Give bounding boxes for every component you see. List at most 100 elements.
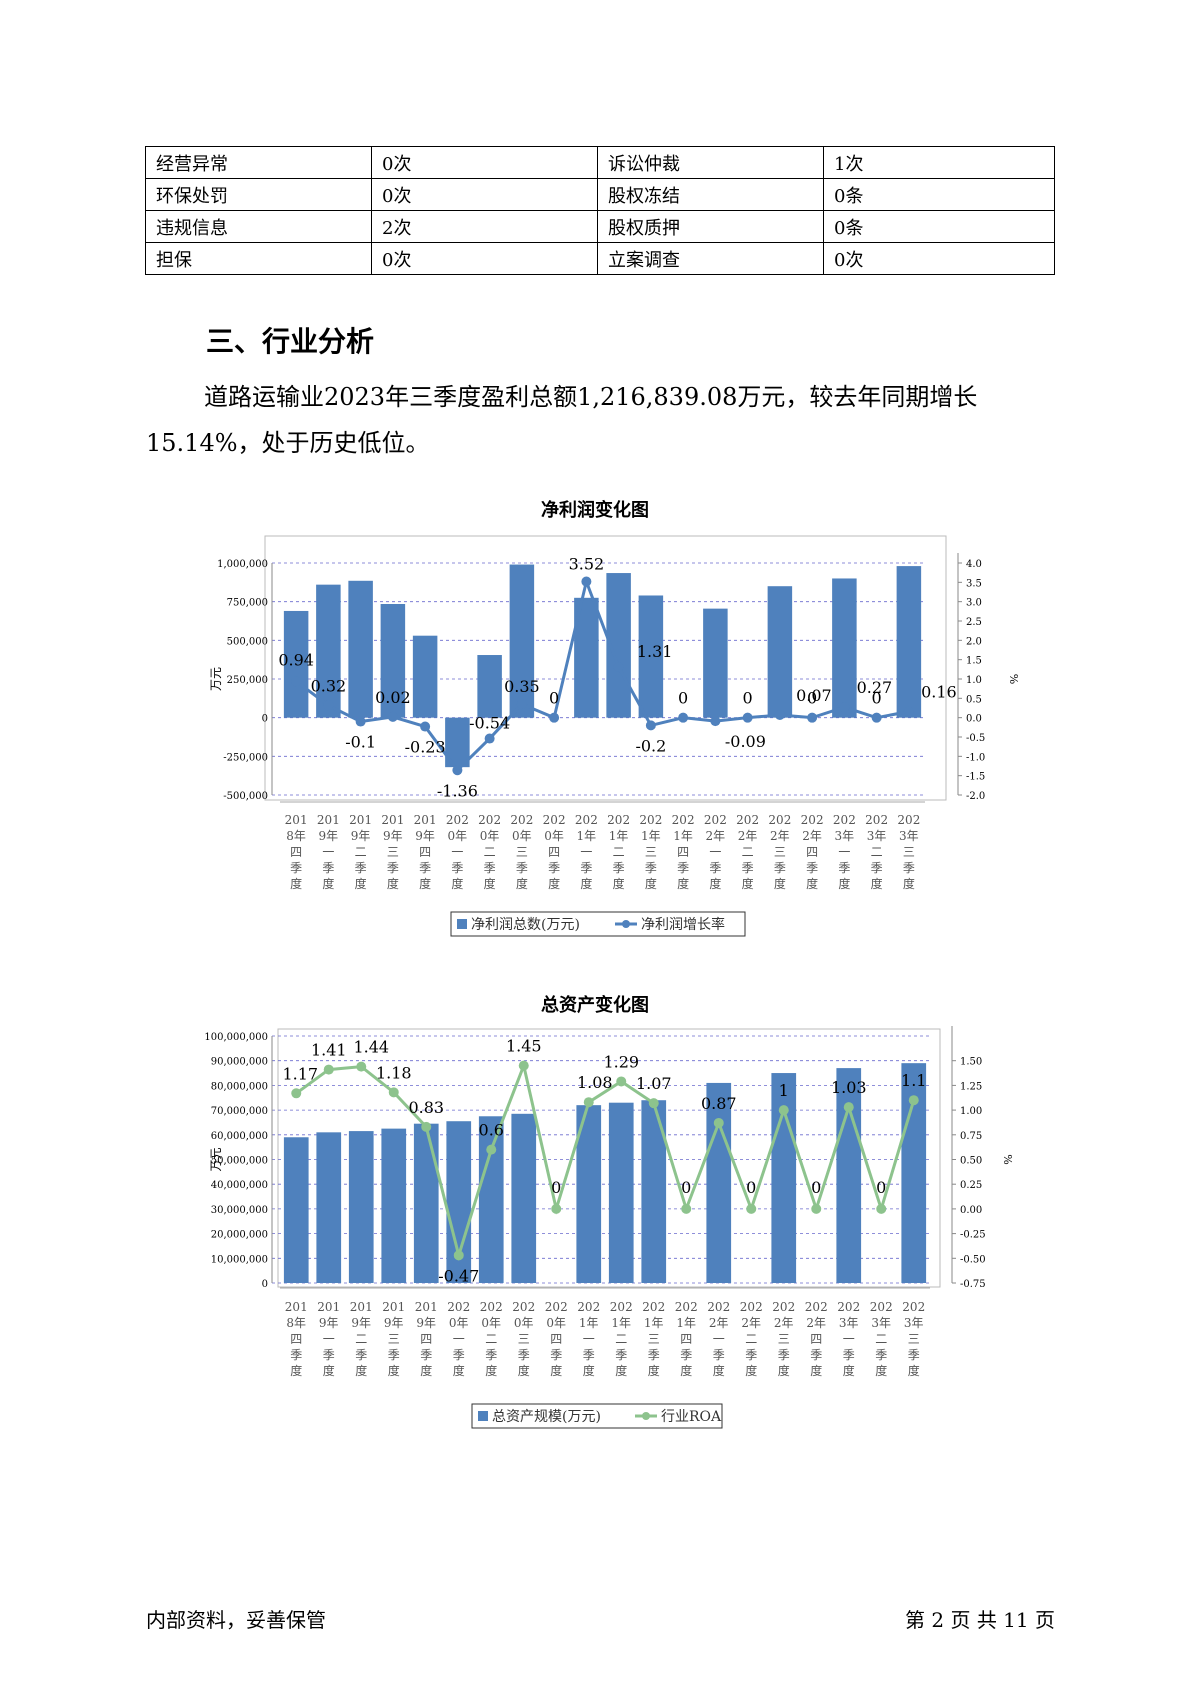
series-line [295, 576, 910, 773]
bar [477, 655, 502, 718]
series-point [486, 1144, 497, 1155]
x-tick-label: 201 9年三季度 [382, 1300, 405, 1378]
data-label: 1.08 [577, 1073, 613, 1092]
y-tick-label: 70,000,000 [211, 1106, 268, 1117]
data-label: -0.47 [438, 1266, 479, 1285]
y-tick-label: 30,000,000 [211, 1205, 268, 1216]
series-point [616, 1076, 627, 1087]
x-tick-label: 202 0年三季度 [510, 813, 533, 891]
data-label: 0 [876, 1178, 886, 1197]
table-cell-value: 0次 [823, 242, 1055, 275]
data-label: 0.94 [278, 650, 314, 669]
y2-tick-label: -1.5 [966, 772, 985, 783]
table-cell-label: 担保 [145, 242, 372, 275]
series-point [903, 706, 914, 717]
series-point [388, 1087, 399, 1098]
series-point [807, 712, 818, 723]
y2-tick-label: -2.0 [966, 791, 985, 802]
x-tick-label: 201 8年四季度 [285, 1300, 308, 1378]
legend-bar-swatch [478, 1411, 488, 1421]
data-label: -0.54 [469, 714, 510, 733]
x-tick-label: 202 2年一季度 [707, 1300, 730, 1378]
table-row: 环保处罚 0次 股权冻结 0条 [145, 178, 1055, 211]
x-tick-label: 201 8年四季度 [285, 813, 308, 891]
industry-analysis-paragraph: 道路运输业2023年三季度盈利总额1,216,839.08万元，较去年同期增长1… [146, 383, 978, 457]
bar [316, 1132, 342, 1283]
y2-tick-label: 2.5 [966, 617, 982, 628]
x-tick-label: 202 3年三季度 [897, 813, 920, 891]
y2-tick-label: 0.00 [960, 1205, 982, 1216]
plot-frame [264, 535, 947, 801]
series-point [452, 765, 463, 776]
series-point [355, 716, 366, 727]
x-tick-label: 202 1年四季度 [672, 813, 695, 891]
data-label: 0.83 [408, 1098, 444, 1117]
y-tick-label: 750,000 [227, 598, 268, 609]
y2-tick-label: 1.50 [960, 1057, 982, 1068]
table-cell-value: 0次 [371, 242, 598, 275]
series-point [774, 709, 785, 720]
legend-bar-label: 总资产规模(万元) [492, 1409, 601, 1425]
y2-tick-label: -0.25 [960, 1230, 986, 1241]
x-tick-label: 201 9年一季度 [317, 1300, 340, 1378]
y-tick-label: -500,000 [223, 791, 268, 802]
x-tick-label: 202 0年一季度 [447, 1300, 470, 1378]
y2-axis-label: % [1001, 1154, 1014, 1164]
table-cell-value: 0条 [823, 178, 1055, 211]
x-tick-label: 202 3年一季度 [833, 813, 856, 891]
series-point [291, 676, 302, 687]
y-tick-label: 60,000,000 [211, 1131, 268, 1142]
bar [380, 603, 406, 718]
data-label: 0.32 [311, 676, 347, 695]
data-label: 0.6 [479, 1121, 504, 1140]
data-label: 0 [807, 689, 817, 708]
table-cell-label: 违规信息 [145, 210, 372, 243]
series-point [420, 721, 431, 732]
series-point [583, 1097, 594, 1108]
x-tick-label: 202 0年四季度 [543, 813, 566, 891]
y2-tick-label: 1.00 [960, 1106, 982, 1117]
legend-box [450, 911, 746, 937]
bar [283, 610, 309, 718]
series-point [516, 699, 527, 710]
data-label: -0.09 [725, 732, 766, 751]
data-label: 0 [678, 689, 688, 708]
x-tick-label: 202 0年二季度 [480, 1300, 503, 1378]
series-point [356, 1061, 367, 1072]
data-label: 0.27 [857, 678, 893, 697]
bar [896, 566, 922, 718]
table-row: 违规信息 2次 股权质押 0条 [145, 210, 1055, 243]
bar [381, 1128, 407, 1283]
x-tick-label: 202 2年四季度 [805, 1300, 828, 1378]
footer-page-number: 第 2 页 共 11 页 [905, 1608, 1055, 1632]
bar [316, 584, 341, 718]
y2-tick-label: 0.75 [960, 1131, 982, 1142]
bar [767, 586, 793, 718]
table-cell-label: 诉讼仲裁 [597, 146, 824, 179]
series-point [908, 1095, 919, 1106]
x-tick-label: 202 2年三季度 [772, 1300, 795, 1378]
x-tick-label: 202 2年二季度 [740, 1300, 763, 1378]
bar [413, 1123, 439, 1283]
x-tick-label: 202 0年一季度 [446, 813, 469, 891]
y2-tick-label: 0.50 [960, 1156, 982, 1167]
data-label: 1.1 [901, 1071, 926, 1090]
x-tick-label: 202 1年二季度 [610, 1300, 633, 1378]
plot-frame [277, 1028, 941, 1288]
chart-title: 总资产变化图 [541, 994, 649, 1016]
data-label: -0.23 [405, 738, 446, 757]
data-label: -0.1 [345, 733, 376, 752]
series-point [746, 1203, 757, 1214]
data-label: 1.31 [637, 642, 673, 661]
bar [511, 1113, 537, 1283]
y-axis-label: 万元 [209, 1147, 223, 1171]
series-point [681, 1203, 692, 1214]
x-tick-label: 202 2年一季度 [704, 813, 727, 891]
series-point [839, 702, 850, 713]
y-tick-label: 0 [262, 1279, 268, 1290]
y-tick-label: 0 [262, 714, 268, 725]
x-tick-label: 201 9年四季度 [414, 813, 437, 891]
x-tick-label: 202 1年三季度 [642, 1300, 665, 1378]
y-tick-label: 90,000,000 [211, 1057, 268, 1068]
series-point [291, 1088, 302, 1099]
